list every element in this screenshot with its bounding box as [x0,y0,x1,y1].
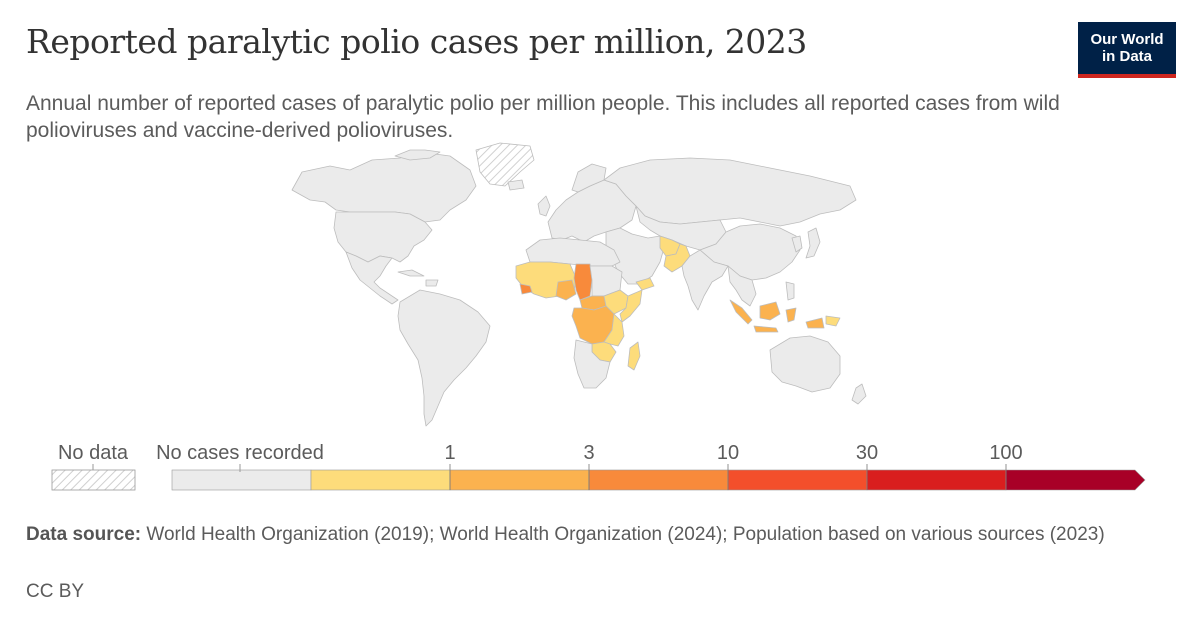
country-japan[interactable] [805,227,821,259]
country-canada[interactable] [291,151,477,223]
license[interactable]: CC BY [26,581,85,602]
legend-bin-5 [866,469,1007,491]
country-iceland[interactable] [507,179,525,191]
data-source-label: Data source: [26,524,142,545]
owid-logo[interactable]: Our World in Data [1078,22,1176,78]
country-cuba[interactable] [397,269,425,277]
country-somalia[interactable] [619,289,643,323]
chart-title: Reported paralytic polio cases per milli… [26,22,807,61]
data-source: Data source: World Health Organization (… [26,523,1156,546]
country-nigeria[interactable] [555,279,577,301]
country-greenland[interactable] [475,142,535,187]
country-indonesia-east[interactable] [785,307,825,329]
country-usa[interactable] [333,211,433,263]
legend-bin-4 [727,469,868,491]
country-south-america[interactable] [397,289,491,427]
country-indonesia-java[interactable] [753,325,779,333]
legend-no-cases-label: No cases recorded [156,442,324,464]
country-east-africa[interactable] [603,313,625,347]
world-map[interactable] [0,0,1200,440]
country-korea[interactable] [791,235,803,253]
logo-line-1: Our World [1090,31,1164,48]
country-mexico[interactable] [345,251,399,305]
legend-tick-label-4: 100 [989,442,1022,464]
country-madagascar[interactable] [627,341,641,371]
legend-tick-label-0: 1 [444,442,455,464]
legend-no-data-label: No data [58,442,129,464]
legend-bins [171,469,1146,491]
country-indonesia-borneo[interactable] [759,301,781,321]
logo-line-2: in Data [1101,48,1152,65]
chart-subtitle: Annual number of reported cases of paral… [26,92,1060,142]
legend-no-data-swatch [51,469,136,491]
country-scandinavia[interactable] [571,163,607,193]
country-southern-africa[interactable] [573,339,611,389]
legend-tick-label-2: 10 [717,442,739,464]
country-yemen[interactable] [635,277,655,291]
country-uk[interactable] [537,195,551,217]
country-arctic-islands[interactable] [394,149,441,161]
country-southeast-asia[interactable] [727,265,757,307]
legend-bin-6 [1005,469,1146,491]
legend-ticks: 1 3 10 30 100 [239,442,1023,490]
country-new-zealand[interactable] [851,383,867,405]
legend-bin-2 [449,469,590,491]
country-india[interactable] [681,249,729,311]
country-png[interactable] [825,315,841,327]
data-source-text: World Health Organization (2019); World … [146,524,1105,545]
country-australia[interactable] [769,335,841,393]
country-philippines[interactable] [785,281,795,301]
country-hispaniola[interactable] [425,279,439,287]
legend-bin-1 [310,469,451,491]
legend-tick-label-3: 30 [856,442,878,464]
legend-bin-0 [171,469,312,491]
country-indonesia-sumatra[interactable] [729,299,753,325]
country-guinea[interactable] [519,283,533,295]
legend-tick-label-1: 3 [583,442,594,464]
legend-bin-3 [588,469,729,491]
